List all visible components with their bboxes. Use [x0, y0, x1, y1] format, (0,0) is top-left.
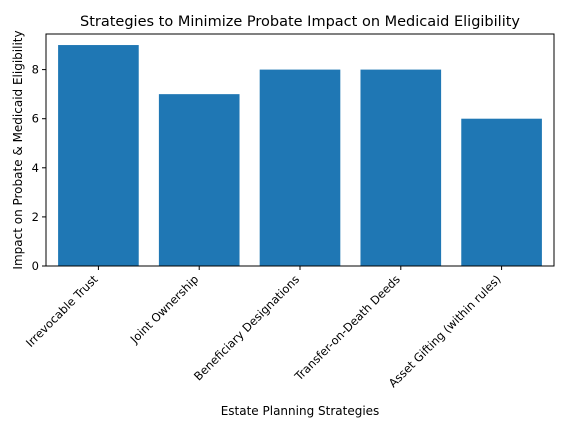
x-tick-label: Beneficiary Designations — [191, 272, 302, 383]
y-axis-label: Impact on Probate & Medicaid Eligibility — [11, 30, 25, 269]
y-tick-label: 0 — [32, 259, 39, 273]
x-tick-label: Transfer-on-Death Deeds — [291, 272, 403, 384]
x-axis-label: Estate Planning Strategies — [221, 404, 380, 418]
bar — [360, 69, 442, 266]
y-tick-label: 4 — [32, 161, 39, 175]
chart-title: Strategies to Minimize Probate Impact on… — [80, 14, 520, 30]
bar — [461, 118, 542, 266]
y-tick-label: 2 — [32, 210, 39, 224]
bar — [58, 45, 139, 266]
x-tick-label: Joint Ownership — [127, 272, 202, 347]
x-tick-label: Asset Gifting (within rules) — [386, 272, 504, 390]
bar — [158, 94, 240, 266]
x-tick-label: Irrevocable Trust — [23, 272, 101, 350]
y-tick-label: 6 — [32, 112, 39, 126]
y-tick-label: 8 — [32, 63, 39, 77]
bar — [259, 69, 341, 266]
